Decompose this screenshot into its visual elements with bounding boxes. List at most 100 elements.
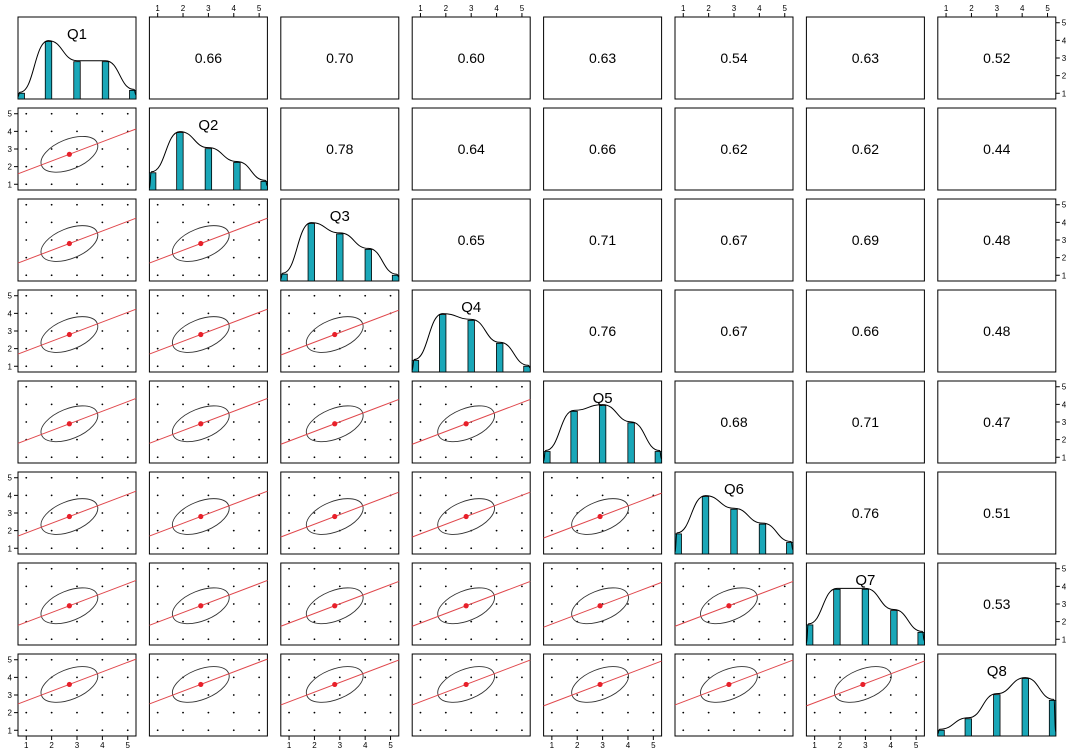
data-point [313,603,316,605]
data-point [101,183,104,186]
data-point [207,203,210,206]
data-point [521,620,523,623]
data-point [232,438,235,441]
data-point [495,676,498,679]
data-point [389,403,392,406]
axis-tick-label: 2 [49,741,54,750]
data-point [182,547,184,550]
data-point [601,512,604,514]
data-point [101,529,104,532]
data-point [101,456,104,459]
data-point [156,203,159,206]
data-point [419,729,422,732]
panel-q7-q2 [148,562,268,646]
data-point [444,676,447,679]
data-point [156,494,159,497]
data-point [627,658,629,661]
panel-q6-q1 [17,471,137,555]
panel-q6-q2 [148,471,268,555]
data-point [101,694,104,696]
data-point [627,620,629,623]
variable-label: Q4 [461,299,481,316]
fit-line [280,659,399,706]
data-point [101,476,104,479]
fit-line [412,491,531,538]
data-point [76,312,78,315]
data-point [76,403,78,406]
data-point [288,567,290,570]
data-point [364,658,367,661]
data-point [126,512,129,514]
data-point [313,403,316,406]
data-point [25,274,28,277]
data-point [313,694,316,696]
data-point [521,512,523,514]
data-point [364,512,367,514]
axis-tick-label: 5 [783,4,788,13]
histogram-bar [44,41,53,100]
panel-q1-q7: 0.63 [805,16,925,100]
histogram-bar [439,314,447,373]
data-point [419,694,422,696]
panel-frame [411,198,531,282]
data-point [682,567,685,570]
data-point [258,512,261,514]
panel-q7-q5 [543,562,663,646]
data-point [652,658,655,661]
data-point [101,294,104,297]
data-point [758,567,761,570]
data-point [126,294,129,297]
histogram-bar [73,61,81,100]
panel-q4-q2 [148,289,268,373]
panel-q6-q7: 0.76 [805,471,925,555]
data-point [126,239,129,241]
histogram-bar [674,533,682,555]
confidence-ellipse [437,405,495,443]
data-point [783,711,786,714]
data-point [182,294,184,297]
data-point [364,312,367,315]
data-point [338,638,341,641]
data-point [495,620,498,623]
data-point [101,330,104,332]
data-point [126,112,129,115]
data-point [25,476,28,479]
fit-line [17,217,137,264]
data-point [652,638,655,641]
data-point [576,567,579,570]
fit-line [280,309,399,356]
data-point [50,385,53,388]
data-point [444,658,447,661]
data-point [389,638,392,641]
data-point [627,547,629,550]
correlation-value: 0.62 [720,141,747,157]
data-point [156,585,159,588]
data-point [389,476,392,479]
data-point [101,603,104,605]
axis-tick-label: 5 [1062,383,1067,392]
histogram-bar [570,410,578,464]
data-point [156,512,159,514]
correlation-value: 0.67 [720,323,747,339]
data-point [232,547,235,550]
data-point [707,658,710,661]
panel-q8-q7 [805,653,925,737]
data-point [101,256,104,259]
histogram-bar [391,274,400,282]
data-point [470,567,473,570]
panel-q6-q5 [543,471,663,555]
data-point [733,620,735,623]
data-point [313,658,316,661]
axis-tick-label: 4 [232,4,237,13]
correlation-value: 0.76 [589,323,616,339]
data-point [76,729,78,732]
fit-line [412,659,531,706]
data-point [364,529,367,532]
data-point [550,529,553,532]
data-point [156,421,159,423]
axis-tick-label: 5 [1045,4,1050,13]
axis-tick-label: 2 [8,163,13,172]
data-point [313,638,316,641]
data-point [783,585,786,588]
data-point [839,711,841,714]
